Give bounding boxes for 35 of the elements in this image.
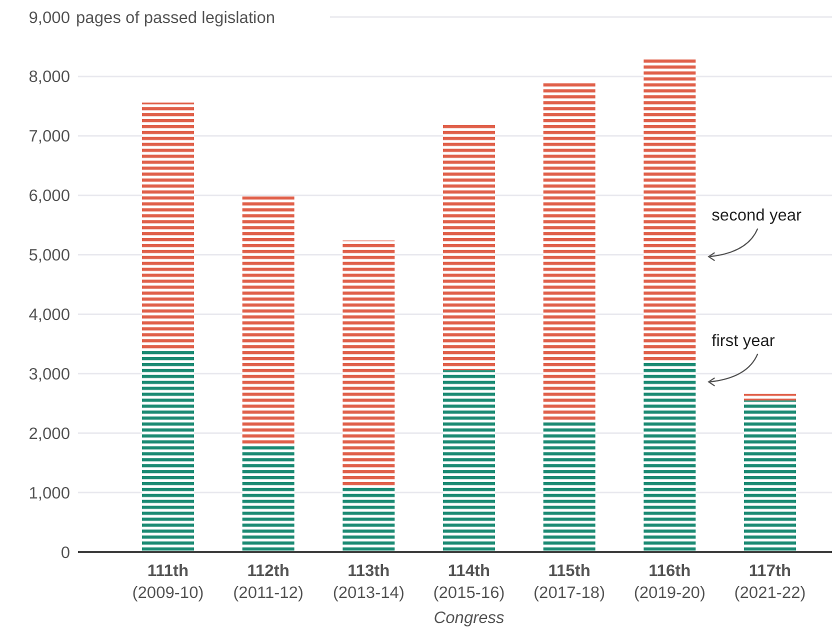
bar xyxy=(443,123,495,370)
y-tick-label: 6,000 xyxy=(28,187,70,206)
bar xyxy=(644,362,696,552)
x-axis-title: Congress xyxy=(434,609,504,627)
y-tick-label: 7,000 xyxy=(28,128,70,146)
x-tick-label: 113th (2013-14) xyxy=(332,562,404,602)
y-tick-label: 5,000 xyxy=(28,246,70,265)
bar xyxy=(543,422,596,552)
y-tick-label: 4,000 xyxy=(28,306,70,324)
y-tick-label: 9,000 xyxy=(28,8,70,27)
bar xyxy=(744,400,796,552)
series-label: second year xyxy=(712,206,802,225)
x-tick-label: 115th (2017-18) xyxy=(534,562,606,602)
x-tick-label: 114th (2015-16) xyxy=(433,562,505,602)
bar xyxy=(443,370,495,552)
bar xyxy=(543,81,596,422)
bar xyxy=(644,59,696,363)
bar xyxy=(142,350,194,552)
bar xyxy=(744,394,796,400)
bar xyxy=(342,487,395,552)
bar xyxy=(342,240,395,488)
x-tick-label: 112th (2011-12) xyxy=(233,562,304,602)
y-tick-label: 0 xyxy=(60,544,70,562)
bar xyxy=(242,196,294,444)
x-tick-label: 116th (2019-20) xyxy=(634,562,706,602)
y-tick-label: 1,000 xyxy=(28,484,70,502)
x-tick-label: 111th (2009-10) xyxy=(132,562,204,602)
y-tick-label: 2,000 xyxy=(28,424,70,443)
x-tick-label: 117th (2021-22) xyxy=(734,562,806,602)
bar xyxy=(142,102,194,350)
series-label: first year xyxy=(712,332,776,350)
y-axis-title: pages of passed legislation xyxy=(76,8,276,27)
y-tick-label: 3,000 xyxy=(28,365,70,384)
bar xyxy=(242,444,294,552)
y-tick-label: 8,000 xyxy=(28,68,70,86)
